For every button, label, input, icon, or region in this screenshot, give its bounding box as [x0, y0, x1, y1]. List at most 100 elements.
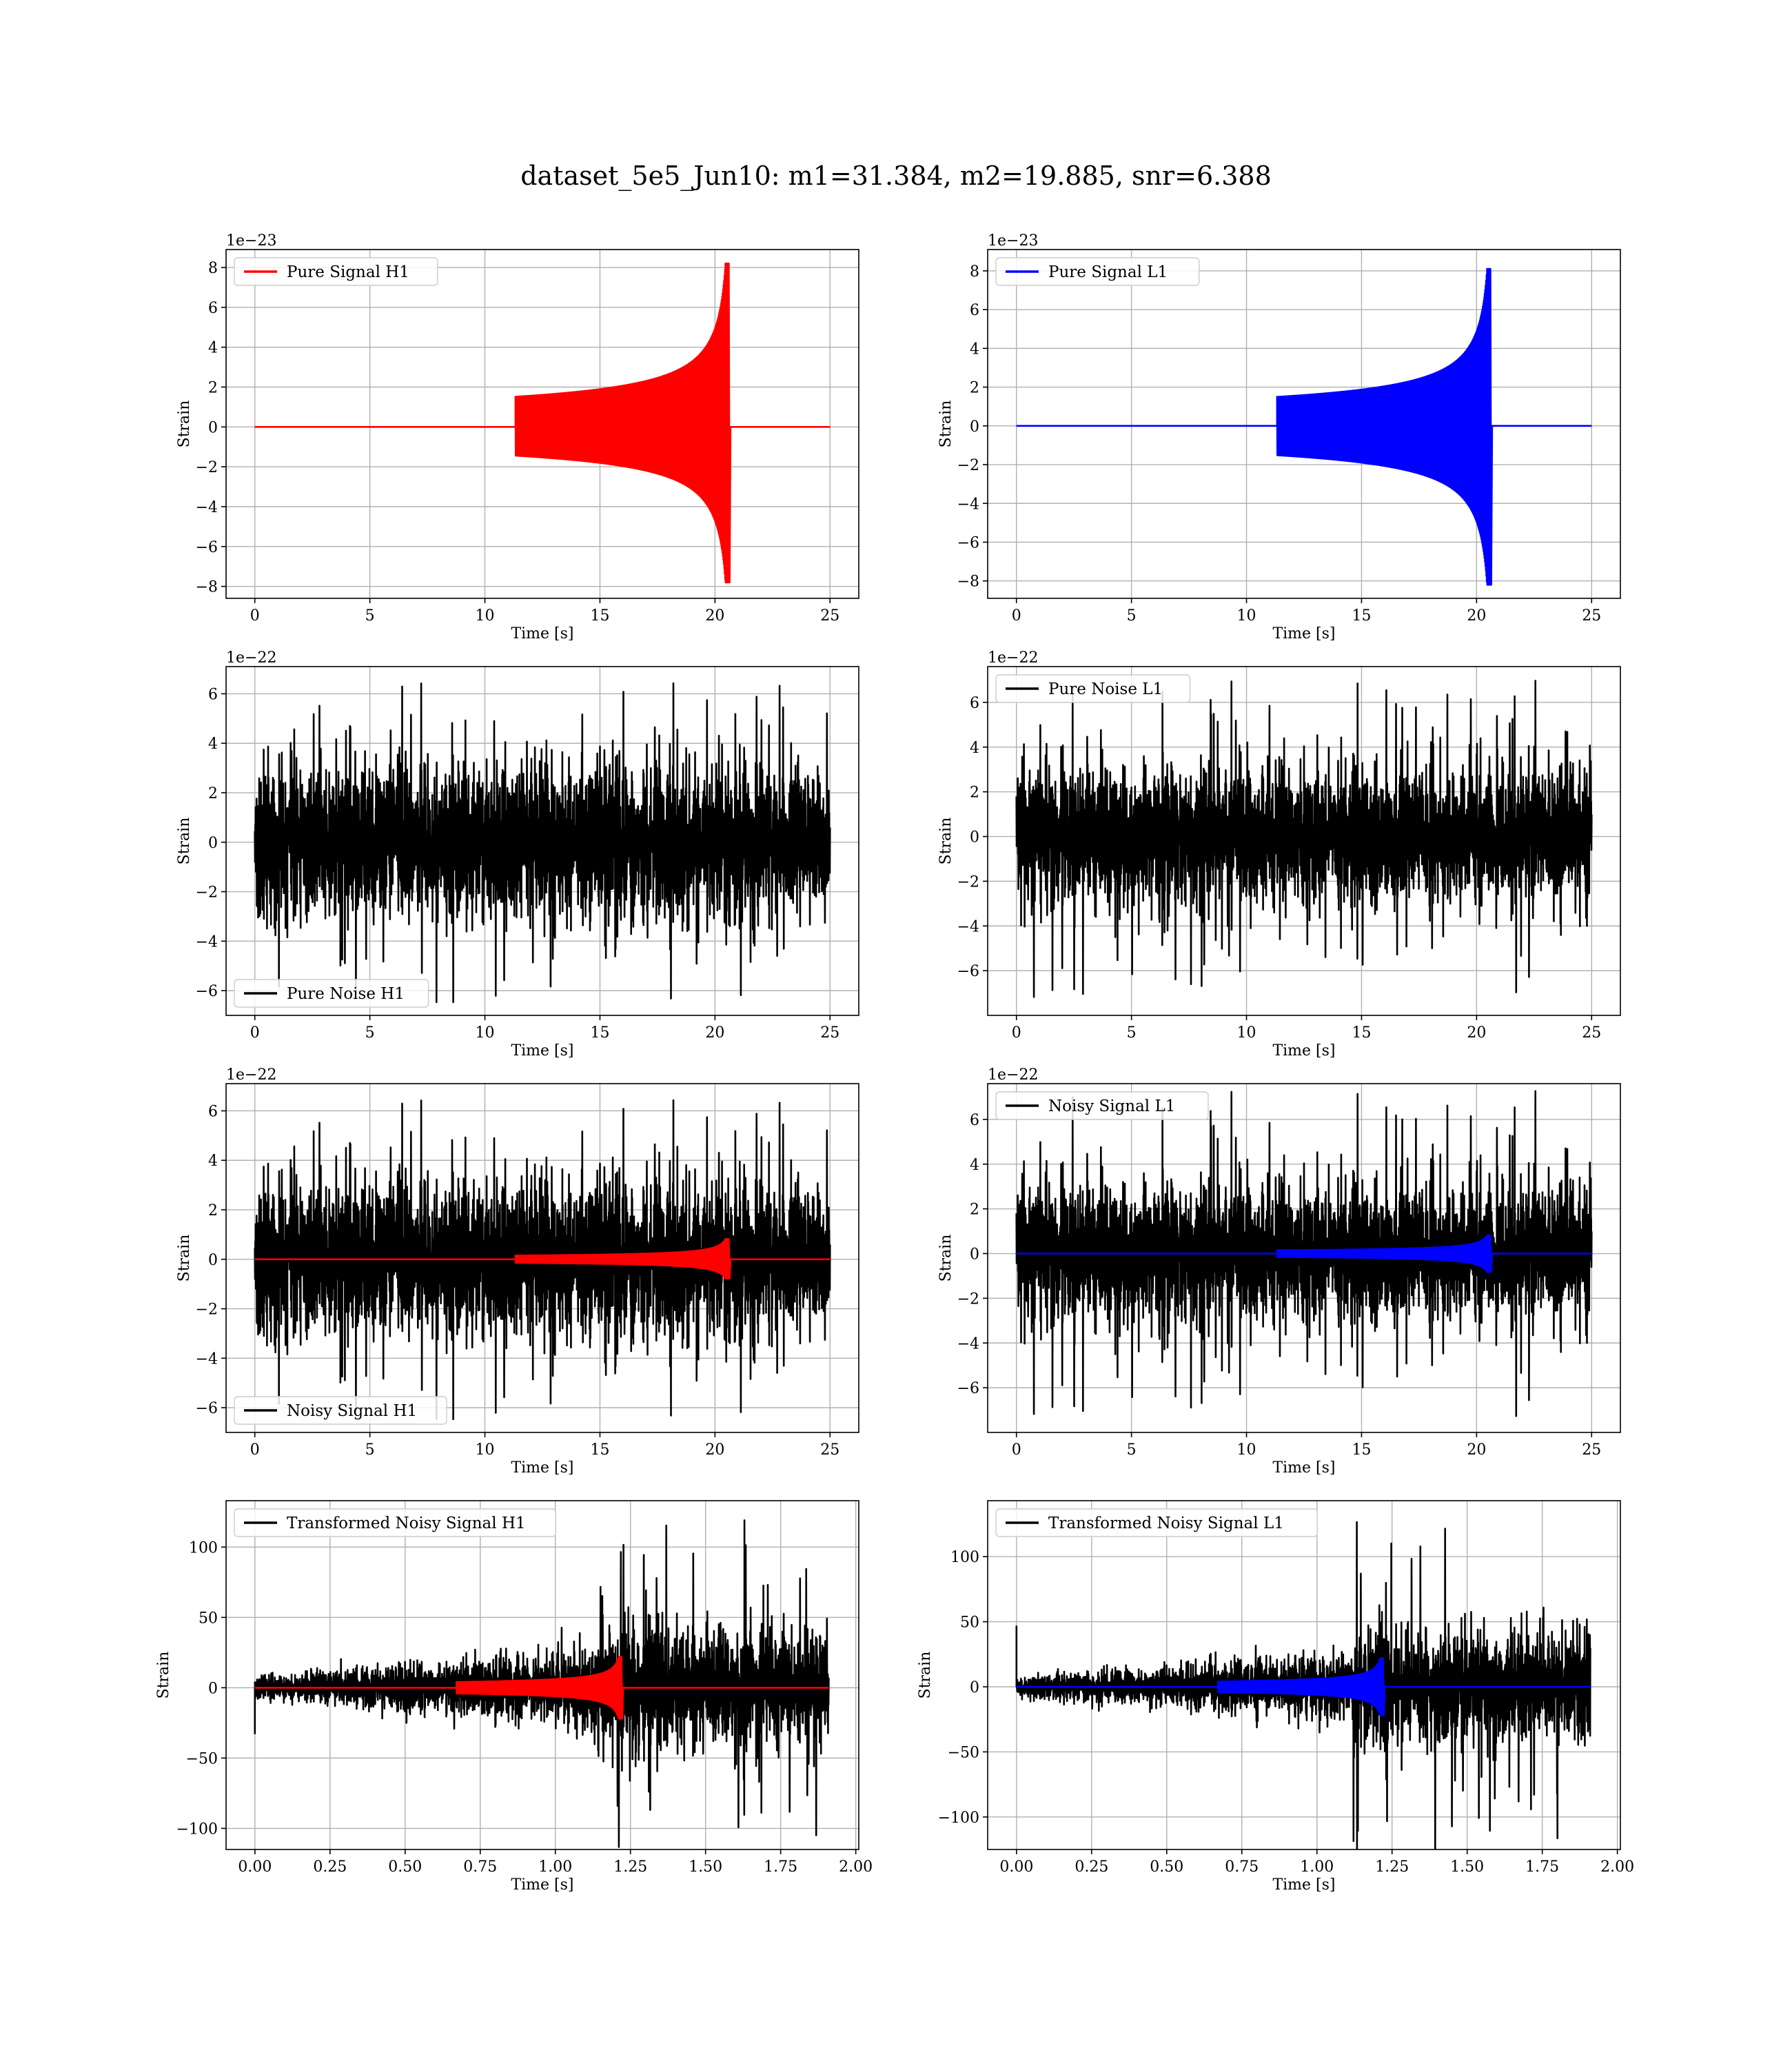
y-tick-label: 0 [208, 1252, 218, 1269]
x-axis-label: Time [s] [511, 625, 573, 642]
axes-frame [225, 1500, 859, 1850]
y-tick-label: −4 [196, 499, 218, 516]
x-tick-label: 0.00 [999, 1858, 1033, 1876]
offset-text: 1e−22 [988, 649, 1038, 667]
plot-area [1015, 1521, 1591, 1849]
y-tick-label: −4 [957, 1335, 979, 1352]
y-axis-label: Strain [917, 1652, 934, 1699]
y-tick-label: 50 [198, 1610, 218, 1627]
ticks: 0 5 10 15 20 25 −6 −4 −2 0 2 4 6 [196, 686, 840, 1042]
y-tick-label: −8 [957, 574, 979, 591]
y-tick-label: 6 [208, 686, 218, 703]
y-tick-label: 0 [970, 829, 979, 847]
panel-transformed-noisy-signal-l1: 0.00 0.25 0.50 0.75 1.00 1.25 1.50 1.75 2.00 −100… [917, 1500, 1634, 1894]
y-tick-label: 0 [208, 1680, 218, 1697]
x-tick-label: 2.00 [839, 1858, 873, 1876]
plot-area [254, 1519, 830, 1848]
axes-frame [225, 666, 859, 1016]
offset-text: 1e−23 [226, 232, 276, 250]
plot-area [1015, 1090, 1593, 1417]
x-tick-label: 15 [590, 607, 609, 625]
panel-pure-noise-h1: 0 5 10 15 20 25 −6 −4 −2 0 2 4 6 Time [s] Strain 1e−22 P… [176, 649, 859, 1060]
series-pure-noise-l1 [1015, 680, 1593, 998]
y-tick-label: 2 [970, 784, 979, 802]
y-tick-label: −6 [957, 1380, 979, 1397]
legend: Pure Noise H1 [234, 979, 429, 1008]
y-axis-label: Strain [937, 401, 955, 448]
panel-pure-noise-l1: 0 5 10 15 20 25 −6 −4 −2 0 2 4 6 Time [s] Strain 1e−22 P… [937, 649, 1621, 1060]
y-tick-label: −4 [196, 933, 218, 951]
legend-label: Pure Signal H1 [287, 263, 409, 281]
y-tick-label: 4 [208, 1153, 218, 1170]
y-tick-label: −4 [957, 496, 979, 513]
x-tick-label: 1.25 [1375, 1858, 1409, 1876]
plot-area [254, 682, 831, 1004]
y-tick-label: 0 [970, 418, 979, 436]
y-tick-label: 4 [970, 341, 979, 358]
axes-frame [225, 249, 859, 599]
panel-noisy-signal-l1: 0 5 10 15 20 25 −6 −4 −2 0 2 4 6 Time [s] Strain 1e−22 N… [937, 1066, 1621, 1477]
legend: Noisy Signal H1 [234, 1396, 447, 1425]
x-tick-label: 0 [1012, 607, 1021, 625]
ticks: 0 5 10 15 20 25 −6 −4 −2 0 2 4 6 [196, 1103, 840, 1459]
x-tick-label: 10 [1237, 1441, 1256, 1459]
x-tick-label: 2.00 [1600, 1858, 1634, 1876]
x-tick-label: 1.75 [764, 1858, 797, 1876]
y-tick-label: 4 [970, 1157, 979, 1174]
x-tick-label: 0.25 [1075, 1858, 1108, 1876]
x-axis-label: Time [s] [511, 1459, 573, 1477]
axes-frame [225, 1083, 859, 1433]
y-tick-label: 6 [970, 302, 979, 319]
x-tick-label: 25 [820, 1441, 839, 1459]
plot-area [254, 1099, 831, 1421]
y-axis-label: Strain [937, 818, 955, 865]
x-tick-label: 15 [590, 1024, 609, 1042]
y-tick-label: −50 [186, 1750, 218, 1767]
x-tick-label: 0.00 [238, 1858, 272, 1876]
axes-frame [987, 666, 1621, 1016]
legend-label: Pure Signal L1 [1048, 263, 1168, 281]
x-tick-label: 20 [705, 1024, 724, 1042]
y-tick-label: 0 [208, 835, 218, 852]
x-tick-label: 5 [1127, 1441, 1137, 1459]
legend-label: Noisy Signal H1 [287, 1402, 417, 1420]
x-tick-label: 5 [365, 607, 375, 625]
plot-area [1015, 680, 1593, 998]
x-tick-label: 10 [476, 1441, 495, 1459]
plot-area [1016, 267, 1592, 586]
legend: Pure Noise L1 [995, 674, 1191, 703]
x-tick-label: 20 [1467, 1441, 1486, 1459]
x-tick-label: 25 [820, 1024, 839, 1042]
y-tick-label: 6 [208, 300, 218, 317]
x-tick-label: 5 [1127, 1024, 1137, 1042]
y-tick-label: 2 [970, 1202, 979, 1219]
x-tick-label: 0.75 [463, 1858, 497, 1876]
y-tick-label: 2 [208, 380, 218, 397]
series-noisy-signal-h1 [254, 1099, 831, 1421]
panel-pure-signal-h1: 0 5 10 15 20 25 −8 −6 −4 −2 0 2 4 6 8 Time [s] Strain 1e−… [176, 232, 859, 642]
axes-frame [987, 249, 1621, 599]
x-tick-label: 20 [1467, 1024, 1486, 1042]
y-tick-label: 6 [208, 1103, 218, 1120]
legend-box [234, 257, 438, 286]
legend-box [995, 1508, 1318, 1537]
offset-text: 1e−23 [988, 232, 1038, 250]
y-axis-label: Strain [937, 1235, 955, 1282]
x-tick-label: 15 [590, 1441, 609, 1459]
x-axis-label: Time [s] [511, 1876, 573, 1894]
series-transformed-noisy-signal-l1 [1015, 1521, 1591, 1849]
legend: Noisy Signal L1 [995, 1091, 1209, 1120]
x-tick-label: 20 [1467, 607, 1486, 625]
legend-label: Pure Noise L1 [1048, 680, 1163, 698]
legend-label: Transformed Noisy Signal H1 [287, 1514, 526, 1532]
ticks: 0 5 10 15 20 25 −6 −4 −2 0 2 4 6 [957, 695, 1602, 1042]
x-tick-label: 0.50 [1150, 1858, 1183, 1876]
y-tick-label: 0 [970, 1679, 979, 1696]
series-noisy-signal-l1 [1015, 1090, 1593, 1417]
y-tick-label: −100 [176, 1821, 218, 1838]
y-tick-label: −2 [196, 1301, 218, 1319]
axes-frame [987, 1083, 1621, 1433]
series-pure-signal-h1 [254, 262, 831, 584]
legend-label: Transformed Noisy Signal L1 [1048, 1514, 1284, 1532]
y-tick-label: −2 [196, 884, 218, 902]
